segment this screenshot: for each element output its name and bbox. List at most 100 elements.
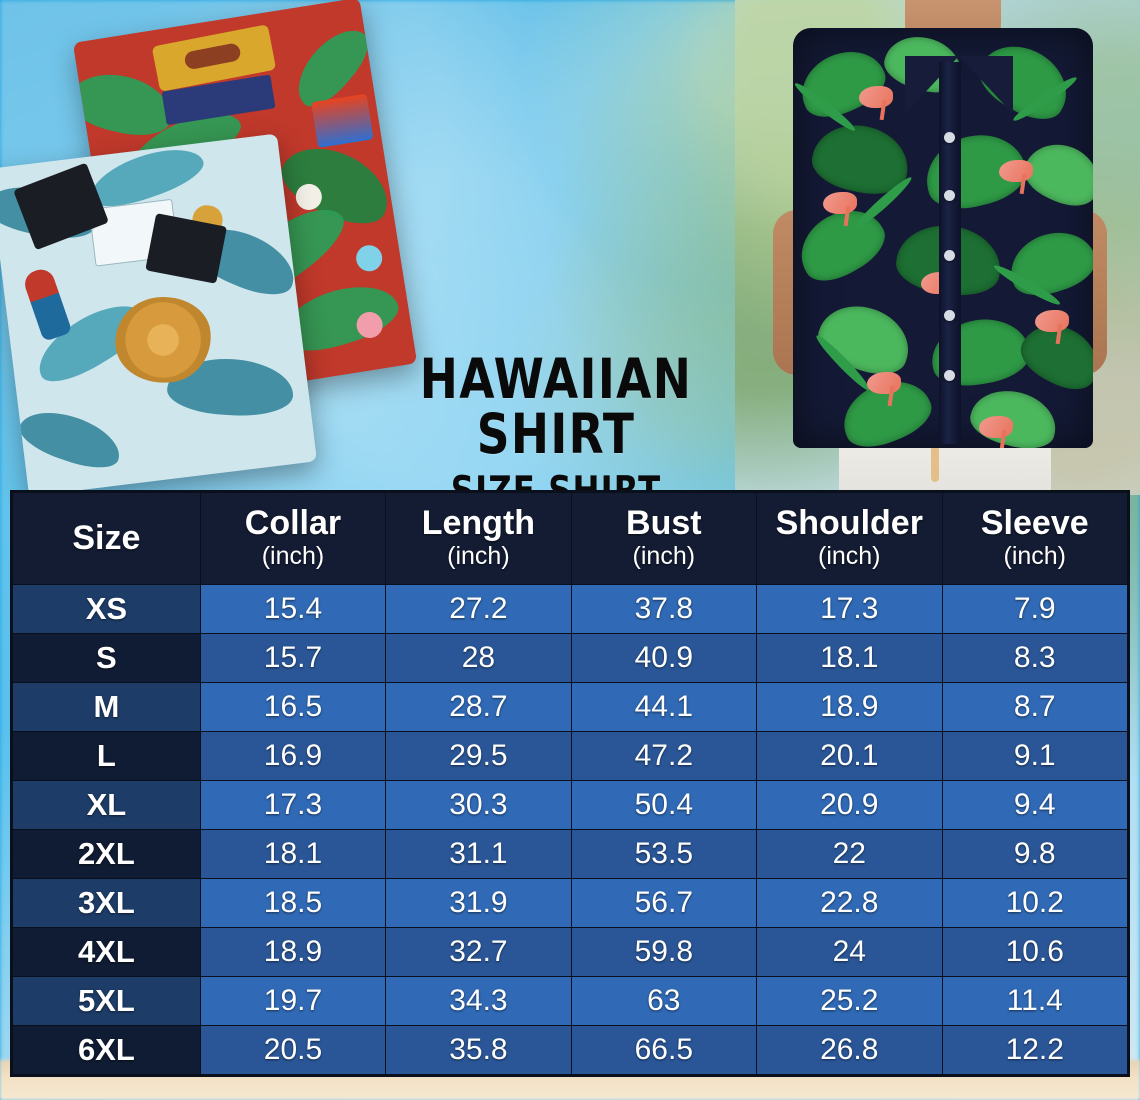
table-body: XS 15.4 27.2 37.8 17.3 7.9 S 15.7 28 40.9 18.1 8.3 M… xyxy=(12,584,1129,1075)
cell-shoulder: 22 xyxy=(756,829,943,879)
cell-shoulder: 17.3 xyxy=(756,584,943,634)
cell-length: 28.7 xyxy=(385,682,572,732)
cell-size: M xyxy=(12,682,201,732)
table-row: 2XL 18.1 31.1 53.5 22 9.8 xyxy=(12,829,1129,879)
cell-shoulder: 24 xyxy=(756,927,943,977)
flamingo-motif xyxy=(999,160,1033,182)
cell-length: 30.3 xyxy=(385,780,572,830)
shirt-button xyxy=(944,250,955,261)
cell-collar: 19.7 xyxy=(199,976,387,1026)
cell-length: 29.5 xyxy=(385,731,572,781)
column-header-shoulder: Shoulder (inch) xyxy=(756,492,943,585)
cell-length: 27.2 xyxy=(385,584,572,634)
cell-collar: 16.5 xyxy=(199,682,387,732)
flamingo-motif xyxy=(867,372,901,394)
cell-size: S xyxy=(12,633,201,683)
cell-bust: 56.7 xyxy=(570,878,758,928)
table-row: M 16.5 28.7 44.1 18.9 8.7 xyxy=(12,682,1129,732)
cell-collar: 18.5 xyxy=(199,878,387,928)
page-title: HAWAIIAN SHIRT xyxy=(419,347,693,466)
cell-shoulder: 18.9 xyxy=(756,682,943,732)
leaf-pattern xyxy=(793,28,1093,448)
cell-shoulder: 25.2 xyxy=(756,976,943,1026)
cell-bust: 59.8 xyxy=(570,927,758,977)
cell-size: 6XL xyxy=(12,1025,201,1075)
shirt-button xyxy=(944,190,955,201)
cell-collar: 15.7 xyxy=(199,633,387,683)
cell-length: 31.1 xyxy=(385,829,572,879)
cell-sleeve: 10.6 xyxy=(941,927,1129,977)
cell-collar: 16.9 xyxy=(199,731,387,781)
cell-sleeve: 9.1 xyxy=(941,731,1129,781)
table-row: 3XL 18.5 31.9 56.7 22.8 10.2 xyxy=(12,878,1129,928)
cell-length: 34.3 xyxy=(385,976,572,1026)
table-row: 4XL 18.9 32.7 59.8 24 10.6 xyxy=(12,927,1129,977)
title-block: HAWAIIAN SHIRT SIZE SHIRT xyxy=(316,347,796,512)
cell-size: 2XL xyxy=(12,829,201,879)
cell-sleeve: 8.3 xyxy=(941,633,1129,683)
column-header-bust: Bust (inch) xyxy=(570,492,758,585)
shirt-button xyxy=(944,310,955,321)
column-header-collar: Collar (inch) xyxy=(199,492,387,585)
table-row: XS 15.4 27.2 37.8 17.3 7.9 xyxy=(12,584,1129,634)
parrot-motif xyxy=(21,265,73,342)
cell-size: 4XL xyxy=(12,927,201,977)
cell-size: 5XL xyxy=(12,976,201,1026)
cell-sleeve: 9.4 xyxy=(941,780,1129,830)
cell-size: L xyxy=(12,731,201,781)
cell-length: 28 xyxy=(385,633,572,683)
cell-size: 3XL xyxy=(12,878,201,928)
cell-collar: 18.9 xyxy=(199,927,387,977)
cell-bust: 47.2 xyxy=(570,731,758,781)
table-row: L 16.9 29.5 47.2 20.1 9.1 xyxy=(12,731,1129,781)
folded-shirt-blue xyxy=(0,133,318,497)
cell-bust: 50.4 xyxy=(570,780,758,830)
cell-bust: 37.8 xyxy=(570,584,758,634)
header-row: Size Collar (inch) Length (inch) Bust (i… xyxy=(12,492,1129,585)
cell-bust: 63 xyxy=(570,976,758,1026)
cell-shoulder: 26.8 xyxy=(756,1025,943,1075)
cell-bust: 53.5 xyxy=(570,829,758,879)
column-header-size: Size xyxy=(12,492,201,585)
cell-sleeve: 12.2 xyxy=(941,1025,1129,1075)
cell-size: XS xyxy=(12,584,201,634)
cell-bust: 66.5 xyxy=(570,1025,758,1075)
cell-sleeve: 9.8 xyxy=(941,829,1129,879)
table-row: 5XL 19.7 34.3 63 25.2 11.4 xyxy=(12,976,1129,1026)
cell-collar: 17.3 xyxy=(199,780,387,830)
cell-sleeve: 7.9 xyxy=(941,584,1129,634)
cell-shoulder: 18.1 xyxy=(756,633,943,683)
cell-bust: 44.1 xyxy=(570,682,758,732)
model-photo xyxy=(735,0,1140,495)
flamingo-motif xyxy=(859,86,893,108)
flamingo-motif xyxy=(979,416,1013,438)
column-header-length: Length (inch) xyxy=(385,492,572,585)
table-row: XL 17.3 30.3 50.4 20.9 9.4 xyxy=(12,780,1129,830)
size-chart-table: Size Collar (inch) Length (inch) Bust (i… xyxy=(12,492,1129,1075)
column-header-sleeve: Sleeve (inch) xyxy=(941,492,1129,585)
shirt-collar-right xyxy=(959,56,1013,114)
cell-size: XL xyxy=(12,780,201,830)
shorts-drawstring xyxy=(931,424,939,482)
shirt-button xyxy=(944,370,955,381)
cell-bust: 40.9 xyxy=(570,633,758,683)
table-header: Size Collar (inch) Length (inch) Bust (i… xyxy=(12,492,1129,585)
cell-shoulder: 20.9 xyxy=(756,780,943,830)
blue-shirt-collar xyxy=(145,213,228,284)
shirt-button xyxy=(944,132,955,143)
flamingo-motif xyxy=(1035,310,1069,332)
cell-collar: 15.4 xyxy=(199,584,387,634)
flamingo-motif xyxy=(823,192,857,214)
cell-collar: 18.1 xyxy=(199,829,387,879)
cell-sleeve: 10.2 xyxy=(941,878,1129,928)
cell-shoulder: 20.1 xyxy=(756,731,943,781)
red-shirt-badge xyxy=(311,93,374,148)
cell-collar: 20.5 xyxy=(199,1025,387,1075)
table-row: 6XL 20.5 35.8 66.5 26.8 12.2 xyxy=(12,1025,1129,1075)
cell-length: 32.7 xyxy=(385,927,572,977)
cell-shoulder: 22.8 xyxy=(756,878,943,928)
table-row: S 15.7 28 40.9 18.1 8.3 xyxy=(12,633,1129,683)
cell-sleeve: 11.4 xyxy=(941,976,1129,1026)
cell-length: 31.9 xyxy=(385,878,572,928)
model-hawaiian-shirt xyxy=(793,28,1093,448)
